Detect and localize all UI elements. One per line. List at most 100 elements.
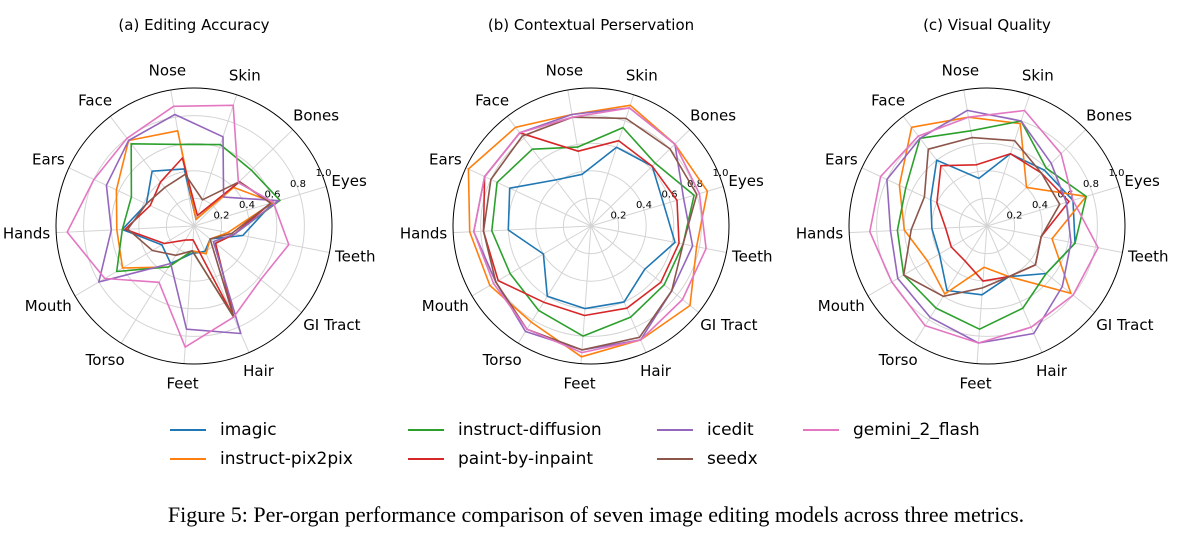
legend-item-paint-by-inpaint: paint-by-inpaint	[408, 447, 593, 471]
axis-label-mouth: Mouth	[818, 297, 865, 315]
grid-spoke	[193, 225, 330, 254]
grid-circle	[535, 170, 647, 282]
panel-title: (c) Visual Quality	[923, 16, 1051, 34]
legend-label: icedit	[707, 420, 754, 440]
grid-circle	[83, 115, 305, 337]
radar-frame	[848, 87, 1126, 365]
axis-label-feet: Feet	[563, 375, 595, 393]
radial-tick-label: 0.4	[1032, 200, 1048, 211]
legend-item-seedx: seedx	[657, 447, 758, 471]
legend-label: seedx	[707, 449, 758, 469]
grid-spoke	[913, 225, 988, 344]
legend-swatch	[408, 458, 444, 460]
axis-label-torso: Torso	[482, 351, 522, 369]
legend-label: instruct-diffusion	[458, 420, 602, 440]
radial-tick-label: 0.4	[636, 200, 652, 211]
axis-label-bones: Bones	[690, 107, 736, 125]
radial-tick-label: 0.6	[1058, 189, 1074, 200]
series-line-gemini-2-flash	[868, 109, 1099, 344]
axis-label-nose: Nose	[942, 61, 979, 79]
series-line-gemini-2-flash	[472, 107, 707, 354]
grid-spoke	[471, 225, 592, 297]
radial-tick-label: 1.0	[316, 168, 332, 179]
grid-spoke	[590, 129, 691, 227]
radar-figure: (a) Editing Accuracy 0.2 0.4 0.6 0.8 1.0 Skin B…	[3, 16, 1169, 393]
grid-spoke	[193, 129, 294, 227]
axis-label-hands: Hands	[796, 225, 843, 243]
radar-panel-3: (c) Visual Quality 0.2 0.4 0.6 0.8 1.0 Skin Bon…	[796, 16, 1169, 393]
series-line-gemini-2-flash	[66, 104, 290, 348]
axis-label-eyes: Eyes	[331, 172, 367, 190]
radial-tick-label: 0.2	[214, 210, 230, 221]
series-line-imagic	[929, 153, 1076, 296]
legend-swatch	[657, 429, 693, 431]
grid-spoke	[74, 225, 195, 297]
series-line-imagic	[507, 146, 676, 310]
grid-circle	[562, 197, 620, 255]
panel-title: (a) Editing Accuracy	[118, 16, 269, 34]
axis-label-nose: Nose	[149, 61, 186, 79]
series-line-paint-by-inpaint	[482, 132, 680, 317]
grid-spoke	[849, 225, 988, 234]
legend-label: imagic	[220, 420, 277, 440]
axis-label-torso: Torso	[85, 351, 125, 369]
grid-spoke	[580, 225, 592, 364]
legend-swatch	[803, 429, 839, 431]
legend-label: instruct-pix2pix	[220, 449, 353, 469]
grid-spoke	[120, 225, 195, 344]
legend-item-imagic: imagic	[170, 418, 277, 442]
axis-label-face: Face	[871, 91, 905, 109]
axis-label-ears: Ears	[32, 150, 65, 168]
axis-label-teeth: Teeth	[334, 247, 375, 265]
grid-circle	[138, 170, 250, 282]
axis-label-nose: Nose	[546, 61, 583, 79]
series-line-seedx	[902, 136, 1061, 298]
radial-tick-label: 1.0	[1109, 168, 1125, 179]
radar-panel-2: (b) Contextual Perservation0.20.40.60.81…	[400, 16, 773, 393]
radial-tick-label: 0.2	[611, 210, 627, 221]
grid-spoke	[590, 225, 647, 353]
series-line-seedx	[482, 116, 698, 351]
radial-tick-label: 0.8	[290, 179, 306, 190]
axis-label-skin: Skin	[626, 67, 658, 85]
series-line-icedit	[98, 113, 280, 335]
grid-spoke	[453, 225, 592, 234]
axis-label-mouth: Mouth	[25, 297, 72, 315]
legend-label: gemini_2_flash	[853, 420, 980, 440]
grid-spoke	[567, 89, 592, 227]
grid-spoke	[963, 89, 988, 227]
series-line-instruct-diffusion	[896, 120, 1087, 331]
legend-swatch	[408, 429, 444, 431]
axis-label-bones: Bones	[293, 107, 339, 125]
series-line-instruct-diffusion	[115, 143, 281, 318]
legend-label: paint-by-inpaint	[458, 449, 594, 469]
grid-spoke	[986, 225, 1043, 353]
series-line-paint-by-inpaint	[124, 157, 272, 318]
axis-label-face: Face	[475, 91, 509, 109]
axis-label-hair: Hair	[640, 362, 672, 380]
grid-spoke	[183, 225, 195, 364]
axis-label-gi-tract: GI Tract	[303, 316, 360, 334]
radar-frame	[452, 87, 730, 365]
grid-spoke	[193, 186, 327, 227]
grid-spoke	[517, 225, 592, 344]
radial-tick-label: 0.6	[265, 189, 281, 200]
axis-label-skin: Skin	[1022, 67, 1054, 85]
grid-spoke	[986, 225, 1095, 313]
grid-spoke	[986, 225, 1123, 254]
grid-spoke	[986, 94, 1031, 227]
legend-item-icedit: icedit	[657, 418, 754, 442]
axis-label-gi-tract: GI Tract	[700, 316, 757, 334]
legend-item-instruct-pix2pix: instruct-pix2pix	[170, 447, 353, 471]
figure-caption: Figure 5: Per-organ performance comparis…	[167, 502, 1025, 527]
grid-spoke	[986, 186, 1120, 227]
series-line-icedit	[886, 109, 1072, 344]
grid-spoke	[590, 94, 635, 227]
axis-label-eyes: Eyes	[1124, 172, 1160, 190]
grid-spoke	[986, 129, 1087, 227]
axis-label-hair: Hair	[1036, 362, 1068, 380]
grid-spoke	[590, 225, 727, 254]
legend-swatch	[170, 429, 206, 431]
axis-label-teeth: Teeth	[731, 247, 772, 265]
grid-spoke	[902, 116, 988, 227]
